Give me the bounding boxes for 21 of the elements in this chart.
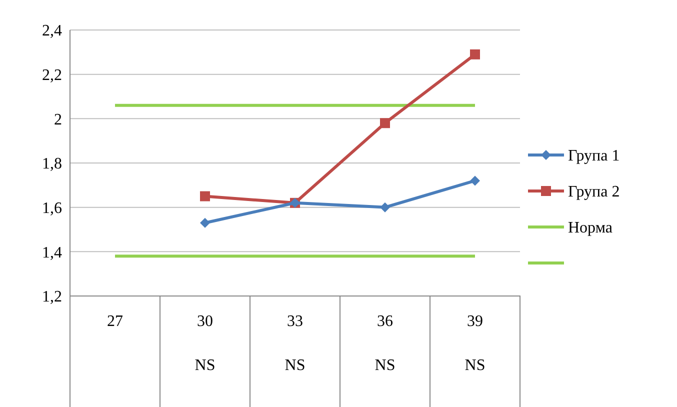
category-label: 33 NS — [284, 313, 306, 374]
y-tick-label: 1,4 — [42, 244, 62, 262]
legend-label: Норма — [568, 220, 612, 237]
category-label: 36 NS — [374, 313, 396, 374]
point — [380, 202, 390, 212]
y-tick-label: 1,6 — [42, 200, 62, 217]
y-tick-label: 1,8 — [42, 156, 62, 173]
point — [470, 176, 480, 186]
y-tick-label: 2,4 — [42, 22, 62, 40]
legend-label: Група 1 — [568, 148, 620, 165]
legend-label: Група 2 — [568, 184, 620, 201]
category-label: 30 NS — [194, 313, 216, 374]
point — [200, 191, 210, 202]
point — [200, 218, 210, 228]
y-tick-label: 2,2 — [42, 66, 62, 84]
category-label: 39 NS — [464, 313, 486, 374]
y-tick-label: 1,2 — [42, 288, 62, 306]
y-tick-label: 2 — [54, 111, 62, 128]
point — [380, 118, 390, 128]
point — [470, 49, 480, 60]
x-tick-label: 27 — [107, 313, 123, 330]
